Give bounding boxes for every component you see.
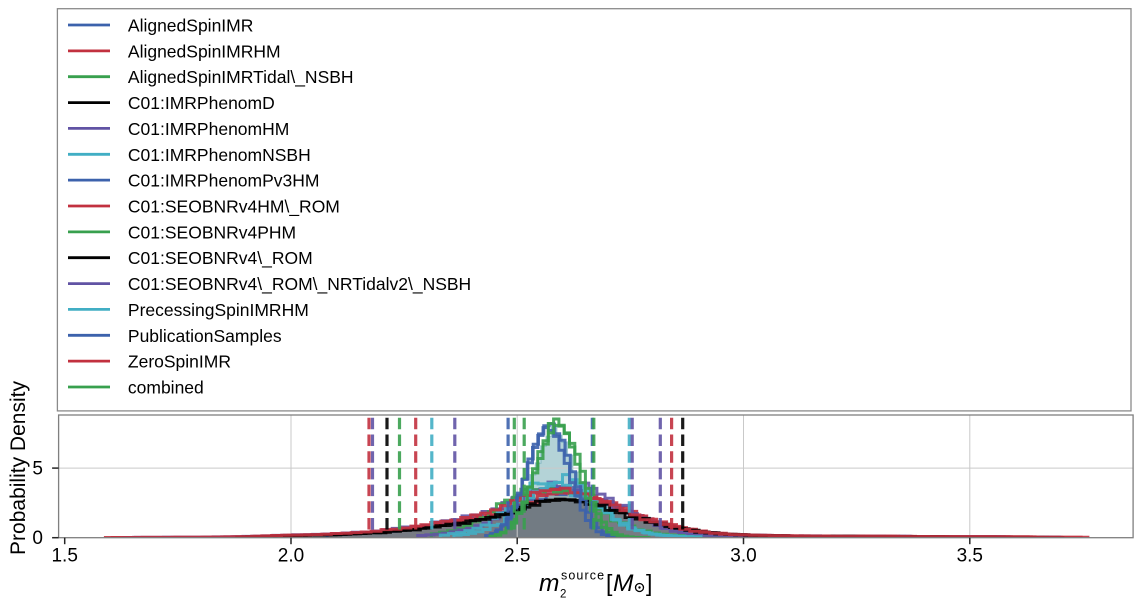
- svg-text:C01:SEOBNRv4PHM: C01:SEOBNRv4PHM: [128, 222, 296, 242]
- svg-text:PrecessingSpinIMRHM: PrecessingSpinIMRHM: [128, 300, 309, 320]
- svg-text:ZeroSpinIMR: ZeroSpinIMR: [128, 352, 231, 372]
- svg-text:AlignedSpinIMR: AlignedSpinIMR: [128, 16, 253, 36]
- svg-text:2: 2: [560, 589, 566, 601]
- svg-text:3.5: 3.5: [957, 546, 983, 567]
- svg-text:AlignedSpinIMRTidal\_NSBH: AlignedSpinIMRTidal\_NSBH: [128, 67, 354, 88]
- svg-text:2.0: 2.0: [278, 546, 304, 567]
- svg-text:0: 0: [32, 528, 43, 549]
- svg-text:C01:IMRPhenomHM: C01:IMRPhenomHM: [128, 119, 289, 139]
- svg-text:]: ]: [646, 570, 652, 596]
- svg-text:C01:IMRPhenomD: C01:IMRPhenomD: [128, 93, 275, 113]
- svg-text:source: source: [561, 569, 605, 583]
- svg-text:combined: combined: [128, 378, 204, 398]
- svg-text:C01:IMRPhenomNSBH: C01:IMRPhenomNSBH: [128, 145, 311, 165]
- svg-text:C01:SEOBNRv4HM\_ROM: C01:SEOBNRv4HM\_ROM: [128, 197, 340, 218]
- svg-text:3.0: 3.0: [730, 546, 756, 567]
- svg-text:5: 5: [32, 459, 43, 480]
- svg-text:AlignedSpinIMRHM: AlignedSpinIMRHM: [128, 41, 281, 61]
- svg-text:C01:IMRPhenomPv3HM: C01:IMRPhenomPv3HM: [128, 171, 320, 191]
- svg-text:m: m: [539, 570, 559, 597]
- svg-text:[: [: [606, 570, 613, 596]
- svg-text:1.5: 1.5: [51, 546, 77, 567]
- svg-text:C01:SEOBNRv4\_ROM: C01:SEOBNRv4\_ROM: [128, 248, 313, 269]
- svg-text:M: M: [613, 570, 634, 597]
- svg-text:2.5: 2.5: [504, 546, 530, 567]
- svg-text:PublicationSamples: PublicationSamples: [128, 326, 282, 346]
- svg-text:C01:SEOBNRv4\_ROM\_NRTidalv2\_: C01:SEOBNRv4\_ROM\_NRTidalv2\_NSBH: [128, 274, 471, 295]
- svg-text:Probability Density: Probability Density: [7, 381, 30, 555]
